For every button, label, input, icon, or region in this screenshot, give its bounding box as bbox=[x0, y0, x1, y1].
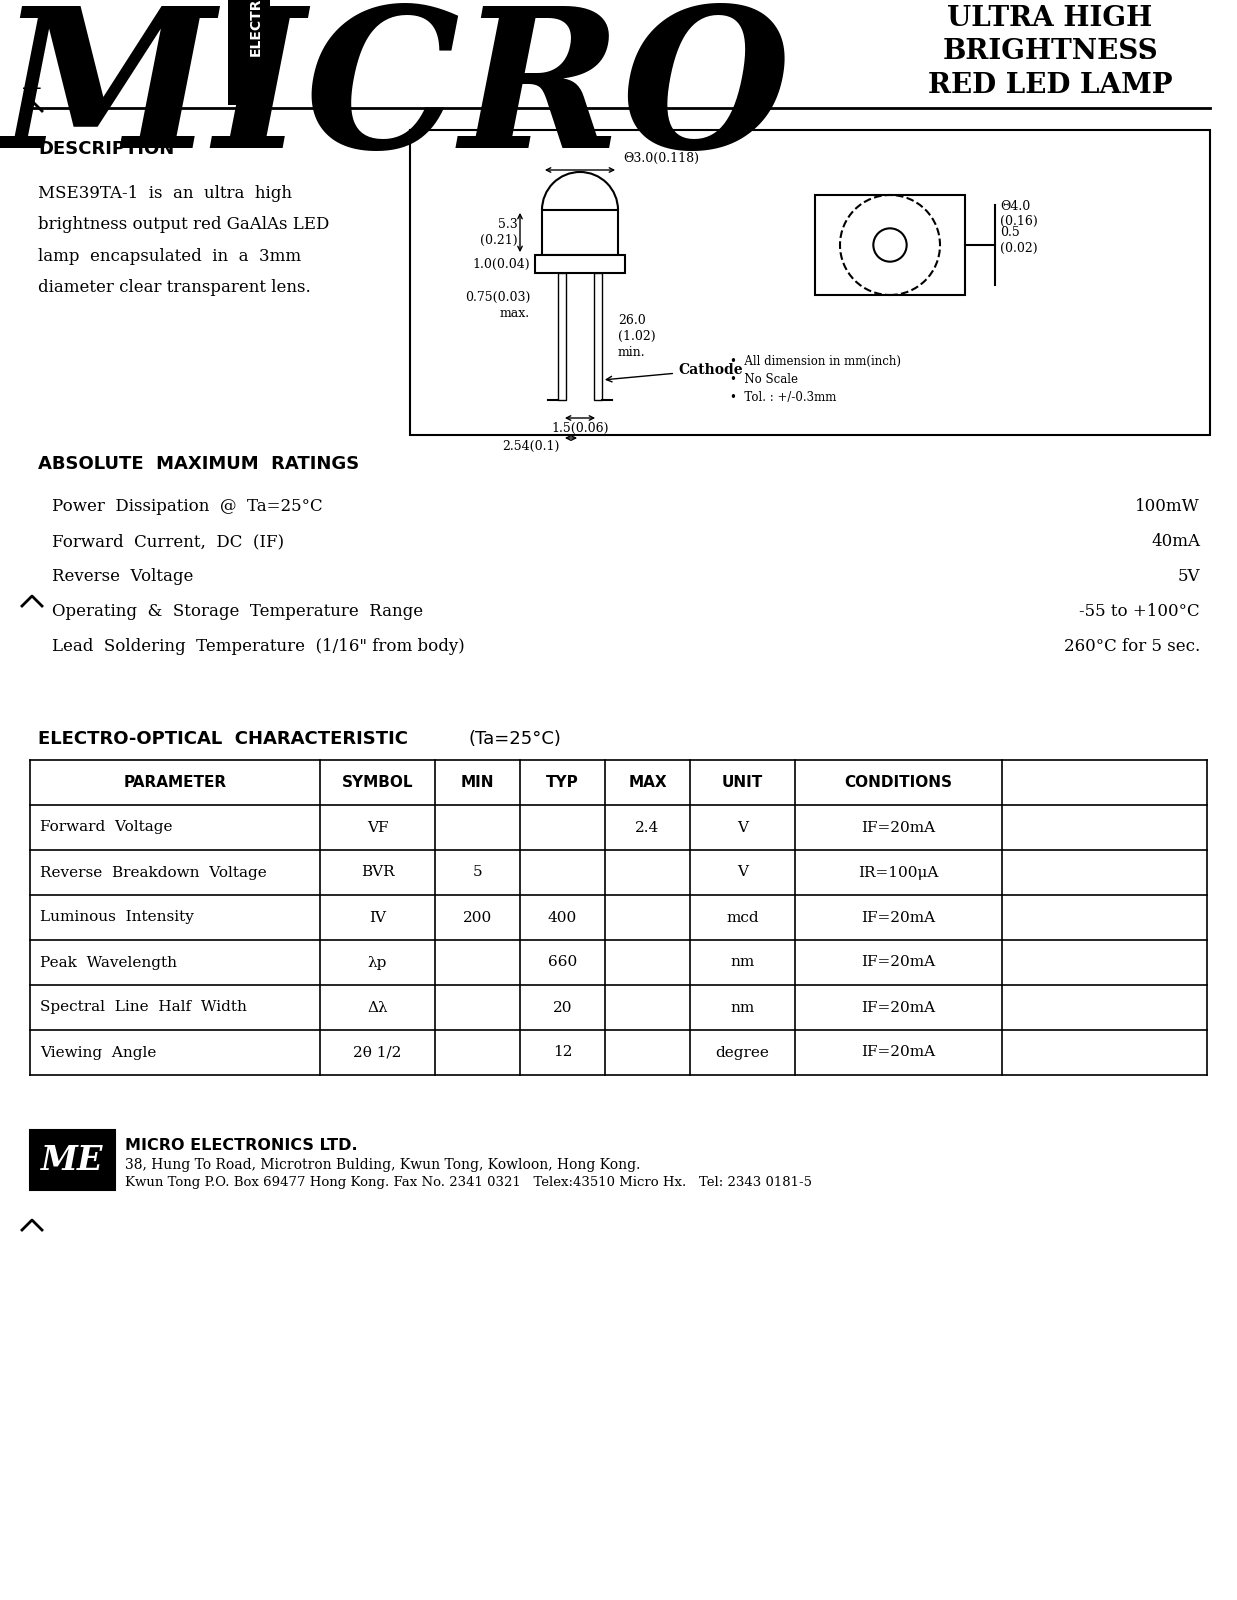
Text: •  No Scale: • No Scale bbox=[730, 373, 798, 386]
Text: nm: nm bbox=[730, 955, 755, 970]
Text: ABSOLUTE  MAXIMUM  RATINGS: ABSOLUTE MAXIMUM RATINGS bbox=[38, 454, 359, 474]
Text: V: V bbox=[737, 821, 748, 835]
Text: 400: 400 bbox=[548, 910, 578, 925]
Text: IF=20mA: IF=20mA bbox=[861, 1045, 935, 1059]
Text: 2.4: 2.4 bbox=[636, 821, 659, 835]
Text: Θ3.0(0.118): Θ3.0(0.118) bbox=[623, 152, 699, 165]
Text: 38, Hung To Road, Microtron Bulding, Kwun Tong, Kowloon, Hong Kong.: 38, Hung To Road, Microtron Bulding, Kwu… bbox=[125, 1158, 641, 1171]
Text: 5: 5 bbox=[473, 866, 482, 880]
Text: 260°C for 5 sec.: 260°C for 5 sec. bbox=[1064, 638, 1200, 654]
Text: —: — bbox=[22, 78, 42, 98]
Text: degree: degree bbox=[715, 1045, 769, 1059]
Text: 0.75(0.03)
max.: 0.75(0.03) max. bbox=[465, 291, 529, 320]
Text: MICRO ELECTRONICS LTD.: MICRO ELECTRONICS LTD. bbox=[125, 1138, 357, 1154]
Text: Kwun Tong P.O. Box 69477 Hong Kong. Fax No. 2341 0321   Telex:43510 Micro Hx.   : Kwun Tong P.O. Box 69477 Hong Kong. Fax … bbox=[125, 1176, 811, 1189]
Text: 2.54(0.1): 2.54(0.1) bbox=[502, 440, 560, 453]
Text: MICRO: MICRO bbox=[0, 0, 792, 189]
Text: .: . bbox=[1138, 38, 1148, 66]
Bar bbox=[534, 254, 625, 274]
Text: MIN: MIN bbox=[460, 774, 495, 790]
Text: TYP: TYP bbox=[546, 774, 579, 790]
Bar bbox=[30, 1130, 115, 1190]
Text: 200: 200 bbox=[463, 910, 492, 925]
Text: nm: nm bbox=[730, 1000, 755, 1014]
Text: Viewing  Angle: Viewing Angle bbox=[40, 1045, 156, 1059]
Text: Spectral  Line  Half  Width: Spectral Line Half Width bbox=[40, 1000, 247, 1014]
Text: Reverse  Breakdown  Voltage: Reverse Breakdown Voltage bbox=[40, 866, 267, 880]
Text: CONDITIONS: CONDITIONS bbox=[845, 774, 952, 790]
Text: 1.5(0.06): 1.5(0.06) bbox=[552, 422, 609, 435]
Text: V: V bbox=[737, 866, 748, 880]
Text: 12: 12 bbox=[553, 1045, 573, 1059]
Text: IF=20mA: IF=20mA bbox=[861, 955, 935, 970]
Text: -55 to +100°C: -55 to +100°C bbox=[1080, 603, 1200, 619]
Text: λp: λp bbox=[367, 955, 387, 970]
Text: 0.5
(0.02): 0.5 (0.02) bbox=[999, 226, 1038, 254]
Text: Operating  &  Storage  Temperature  Range: Operating & Storage Temperature Range bbox=[52, 603, 423, 619]
Text: Forward  Current,  DC  (IF): Forward Current, DC (IF) bbox=[52, 533, 285, 550]
Bar bbox=[409, 130, 1210, 435]
Text: UNIT: UNIT bbox=[722, 774, 763, 790]
Text: BRIGHTNESS: BRIGHTNESS bbox=[943, 38, 1158, 66]
Text: IV: IV bbox=[369, 910, 386, 925]
Text: IR=100μA: IR=100μA bbox=[858, 866, 939, 880]
Text: Θ4.0
(0.16): Θ4.0 (0.16) bbox=[999, 200, 1038, 227]
Text: VF: VF bbox=[366, 821, 388, 835]
Text: MAX: MAX bbox=[628, 774, 667, 790]
Text: Cathode: Cathode bbox=[606, 363, 742, 382]
Text: ULTRA HIGH: ULTRA HIGH bbox=[948, 5, 1153, 32]
Bar bbox=[542, 210, 618, 254]
Text: •  All dimension in mm(inch): • All dimension in mm(inch) bbox=[730, 355, 901, 368]
Text: mcd: mcd bbox=[726, 910, 758, 925]
Text: IF=20mA: IF=20mA bbox=[861, 821, 935, 835]
Text: Peak  Wavelength: Peak Wavelength bbox=[40, 955, 177, 970]
Text: Δλ: Δλ bbox=[367, 1000, 388, 1014]
Text: Reverse  Voltage: Reverse Voltage bbox=[52, 568, 193, 586]
Text: ELECTRO-OPTICAL  CHARACTERISTIC: ELECTRO-OPTICAL CHARACTERISTIC bbox=[38, 730, 408, 749]
Text: •  Tol. : +/-0.3mm: • Tol. : +/-0.3mm bbox=[730, 390, 836, 403]
Circle shape bbox=[840, 195, 940, 294]
Bar bbox=[228, 0, 270, 106]
Text: Power  Dissipation  @  Ta=25°C: Power Dissipation @ Ta=25°C bbox=[52, 498, 323, 515]
Bar bbox=[815, 195, 965, 294]
Text: 660: 660 bbox=[548, 955, 578, 970]
Circle shape bbox=[873, 229, 907, 262]
Text: ME: ME bbox=[41, 1144, 104, 1176]
Text: 2θ 1/2: 2θ 1/2 bbox=[354, 1045, 402, 1059]
Text: 5V: 5V bbox=[1178, 568, 1200, 586]
Text: PARAMETER: PARAMETER bbox=[124, 774, 226, 790]
Text: Luminous  Intensity: Luminous Intensity bbox=[40, 910, 194, 925]
Text: 1.0(0.04): 1.0(0.04) bbox=[473, 258, 529, 270]
Text: (Ta=25°C): (Ta=25°C) bbox=[468, 730, 560, 749]
Text: RED LED LAMP: RED LED LAMP bbox=[928, 72, 1173, 99]
Text: MSE39TA-1  is  an  ultra  high
brightness output red GaAlAs LED
lamp  encapsulat: MSE39TA-1 is an ultra high brightness ou… bbox=[38, 186, 329, 296]
Text: 5.3
(0.21): 5.3 (0.21) bbox=[480, 218, 518, 246]
Text: 100mW: 100mW bbox=[1136, 498, 1200, 515]
Text: Forward  Voltage: Forward Voltage bbox=[40, 821, 172, 835]
Text: Lead  Soldering  Temperature  (1/16" from body): Lead Soldering Temperature (1/16" from b… bbox=[52, 638, 465, 654]
Bar bbox=[558, 274, 567, 400]
Text: BVR: BVR bbox=[361, 866, 395, 880]
Text: IF=20mA: IF=20mA bbox=[861, 1000, 935, 1014]
Text: ELECTRONS: ELECTRONS bbox=[249, 0, 263, 56]
Bar bbox=[594, 274, 602, 400]
Text: DESCRIPTION: DESCRIPTION bbox=[38, 141, 174, 158]
Text: 20: 20 bbox=[553, 1000, 573, 1014]
Text: 40mA: 40mA bbox=[1150, 533, 1200, 550]
Text: SYMBOL: SYMBOL bbox=[341, 774, 413, 790]
Text: 26.0
(1.02)
min.: 26.0 (1.02) min. bbox=[618, 314, 656, 358]
Text: IF=20mA: IF=20mA bbox=[861, 910, 935, 925]
